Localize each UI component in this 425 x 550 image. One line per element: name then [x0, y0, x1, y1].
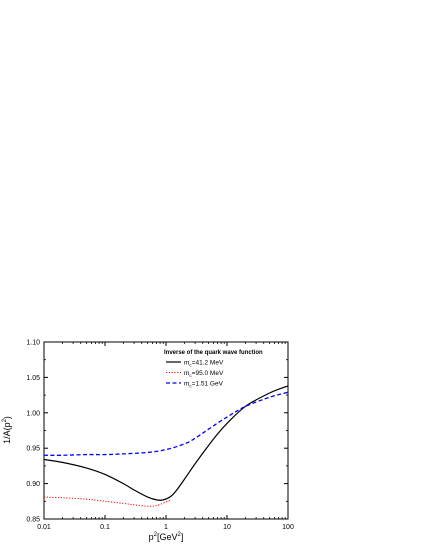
legend-label-2: mc=1.51 GeV [184, 381, 224, 389]
x-axis-label: p2[GeV2] [149, 532, 184, 542]
x-tick-label: 1 [164, 524, 168, 531]
plot-area-border [43, 341, 289, 520]
series-line-1 [43, 496, 172, 507]
y-tick-label: 0.95 [26, 446, 40, 453]
x-tick-label: 100 [282, 524, 294, 531]
legend: Inverse of the quark wave function mc=41… [164, 350, 263, 388]
y-tick-label: 0.85 [26, 517, 40, 524]
y-tick-label: 0.90 [26, 481, 40, 488]
legend-items: mc=41.2 MeV mc=95.0 MeV mc=1.51 GeV [166, 360, 224, 389]
series-layer [43, 385, 289, 507]
x-tick-label: 10 [223, 524, 231, 531]
x-tick-label: 0.1 [100, 524, 110, 531]
y-tick-label: 1.00 [26, 410, 40, 417]
series-line-0 [43, 385, 289, 501]
x-axis-ticks: 0.01 0.1 1 10 100 [37, 342, 294, 531]
legend-label-0: mc=41.2 MeV [184, 360, 224, 368]
y-axis-label: 1/A(p2) [2, 416, 12, 444]
y-tick-label: 1.05 [26, 375, 40, 382]
legend-title: Inverse of the quark wave function [164, 350, 263, 356]
plot-frame [43, 341, 289, 520]
y-tick-label: 1.10 [26, 340, 40, 347]
y-axis-ticks: 0.85 0.90 0.95 1.00 1.05 1.10 [26, 340, 288, 524]
series-line-2 [43, 391, 289, 456]
x-tick-label: 0.01 [37, 524, 51, 531]
legend-label-1: mc=95.0 MeV [184, 370, 224, 378]
